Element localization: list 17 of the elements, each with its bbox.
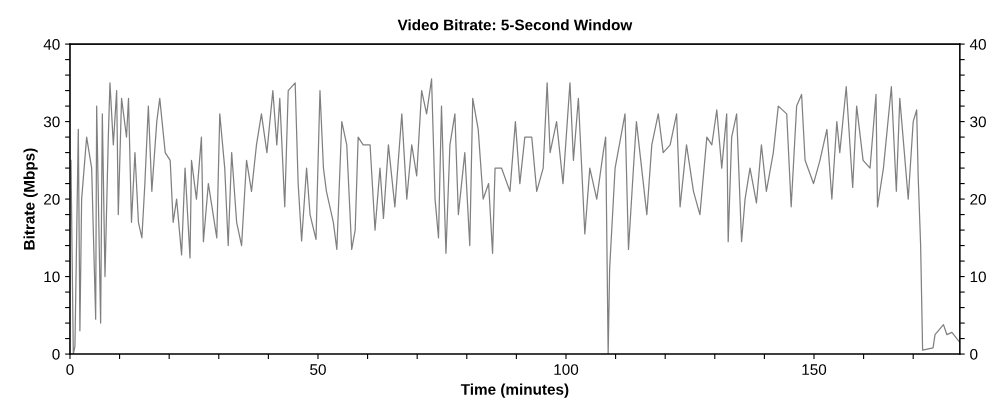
chart-title: Video Bitrate: 5-Second Window bbox=[397, 19, 633, 31]
y-tick-label: 40 bbox=[43, 38, 60, 50]
y-tick-label: 30 bbox=[43, 116, 60, 128]
x-tick-label: 150 bbox=[802, 364, 827, 375]
y2-tick-label: 20 bbox=[970, 193, 986, 205]
x-tick-label: 0 bbox=[66, 364, 74, 375]
y-tick-label: 10 bbox=[44, 271, 60, 283]
y-tick-label: 0 bbox=[52, 348, 60, 360]
y-axis-title: Bitrate (Mbps) bbox=[23, 148, 38, 250]
x-tick-label: 50 bbox=[310, 364, 326, 375]
x-tick-label: 100 bbox=[554, 364, 579, 375]
x-axis-title: Time (minutes) bbox=[460, 383, 569, 398]
y2-tick-label: 0 bbox=[970, 348, 978, 360]
y2-tick-label: 30 bbox=[970, 116, 986, 128]
y2-tick-label: 40 bbox=[969, 38, 986, 50]
y-tick-label: 20 bbox=[44, 193, 60, 205]
y2-tick-label: 10 bbox=[970, 271, 986, 283]
